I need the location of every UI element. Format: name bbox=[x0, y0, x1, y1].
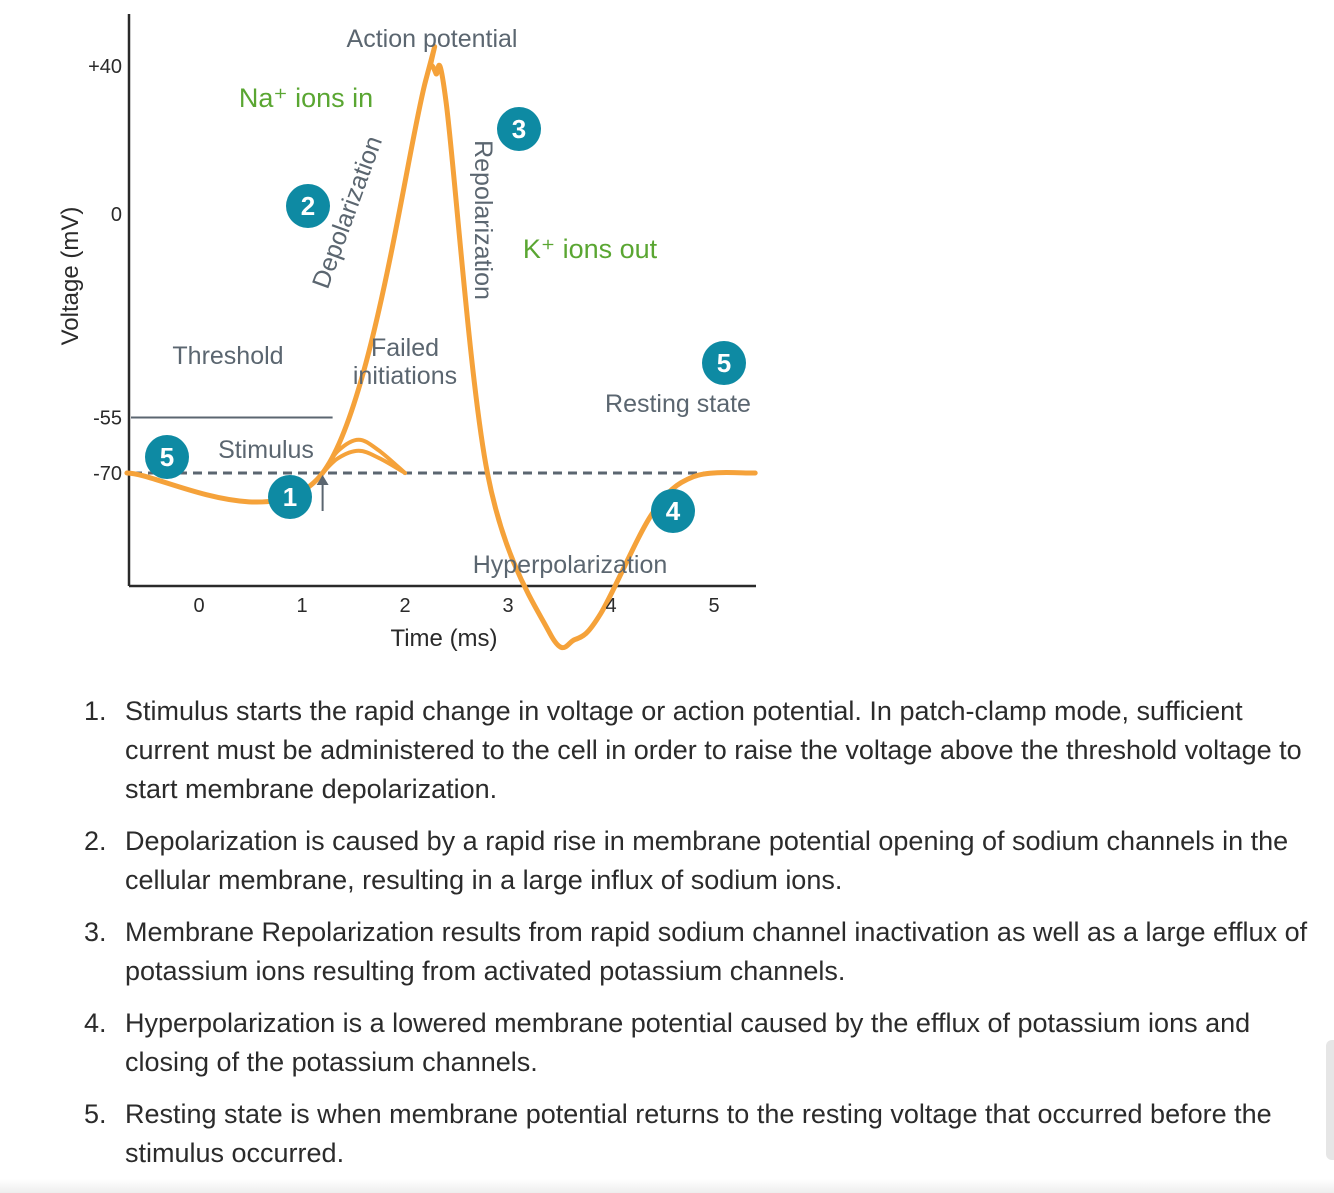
x-axis-label: Time (ms) bbox=[390, 625, 497, 652]
list-item: 3. Membrane Repolarization results from r… bbox=[84, 913, 1329, 991]
action-potential-chart: 0 1 2 3 4 5 +40 0 -55 -70 Time (ms) Voltage (mV)… bbox=[57, 14, 758, 652]
na-ions-label: Na⁺ ions in bbox=[239, 83, 373, 113]
failed-initiations-label-2: initiations bbox=[353, 362, 457, 390]
svg-text:5: 5 bbox=[717, 348, 731, 378]
list-item: 4. Hyperpolarization is a lowered membran… bbox=[84, 1004, 1329, 1082]
svg-text:1: 1 bbox=[283, 482, 297, 512]
marker-badge-5-right: 5 bbox=[702, 341, 746, 385]
marker-badge-4: 4 bbox=[651, 489, 695, 533]
failed-initiations-label-1: Failed bbox=[371, 334, 439, 362]
marker-badge-5-left: 5 bbox=[145, 435, 189, 479]
svg-text:5: 5 bbox=[160, 442, 174, 472]
resting-state-label: Resting state bbox=[605, 390, 751, 418]
list-number: 3. bbox=[84, 917, 107, 947]
marker-badge-1: 1 bbox=[268, 475, 312, 519]
y-tick-labels: +40 0 -55 -70 bbox=[88, 56, 122, 485]
x-tick-label: 1 bbox=[296, 595, 307, 617]
list-number: 5. bbox=[84, 1099, 107, 1129]
edge-handle[interactable] bbox=[1326, 1040, 1334, 1160]
stimulus-label: Stimulus bbox=[218, 436, 314, 464]
threshold-label: Threshold bbox=[172, 342, 283, 370]
y-tick-label: -70 bbox=[93, 463, 122, 485]
list-item: 5. Resting state is when membrane potenti… bbox=[84, 1095, 1329, 1173]
y-tick-label: +40 bbox=[88, 56, 122, 78]
hyperpolarization-label: Hyperpolarization bbox=[473, 551, 668, 579]
list-item: 1. Stimulus starts the rapid change in vo… bbox=[84, 692, 1329, 809]
list-text: Stimulus starts the rapid change in volt… bbox=[125, 696, 1302, 804]
failed-initiation-curve bbox=[320, 448, 407, 475]
x-tick-label: 0 bbox=[193, 595, 204, 617]
x-tick-label: 3 bbox=[502, 595, 513, 617]
action-potential-curve bbox=[124, 44, 758, 650]
list-text: Depolarization is caused by a rapid rise… bbox=[125, 826, 1289, 895]
y-axis-label: Voltage (mV) bbox=[57, 207, 84, 346]
marker-badge-2: 2 bbox=[286, 184, 330, 228]
action-potential-label: Action potential bbox=[347, 25, 518, 53]
marker-badge-3: 3 bbox=[497, 107, 541, 151]
y-tick-label: 0 bbox=[111, 204, 122, 226]
repolarization-label: Repolarization bbox=[469, 140, 497, 300]
x-tick-label: 4 bbox=[605, 595, 616, 617]
list-text: Membrane Repolarization results from rap… bbox=[125, 917, 1308, 986]
bottom-shadow bbox=[0, 1179, 1334, 1193]
list-number: 2. bbox=[84, 826, 107, 856]
list-number: 4. bbox=[84, 1008, 107, 1038]
svg-text:4: 4 bbox=[666, 496, 681, 526]
explanation-list: 1. Stimulus starts the rapid change in vo… bbox=[84, 692, 1329, 1186]
failed-initiation-curve bbox=[320, 437, 407, 475]
stimulus-arrowhead bbox=[316, 475, 329, 485]
x-tick-label: 5 bbox=[708, 595, 719, 617]
k-ions-label: K⁺ ions out bbox=[523, 234, 658, 264]
svg-text:2: 2 bbox=[301, 191, 315, 221]
x-tick-labels: 0 1 2 3 4 5 bbox=[193, 595, 719, 617]
y-tick-label: -55 bbox=[93, 408, 122, 430]
x-tick-label: 2 bbox=[399, 595, 410, 617]
list-text: Hyperpolarization is a lowered membrane … bbox=[125, 1008, 1251, 1077]
svg-text:3: 3 bbox=[512, 114, 526, 144]
list-number: 1. bbox=[84, 696, 107, 726]
list-item: 2. Depolarization is caused by a rapid ri… bbox=[84, 822, 1329, 900]
list-text: Resting state is when membrane potential… bbox=[125, 1099, 1272, 1168]
